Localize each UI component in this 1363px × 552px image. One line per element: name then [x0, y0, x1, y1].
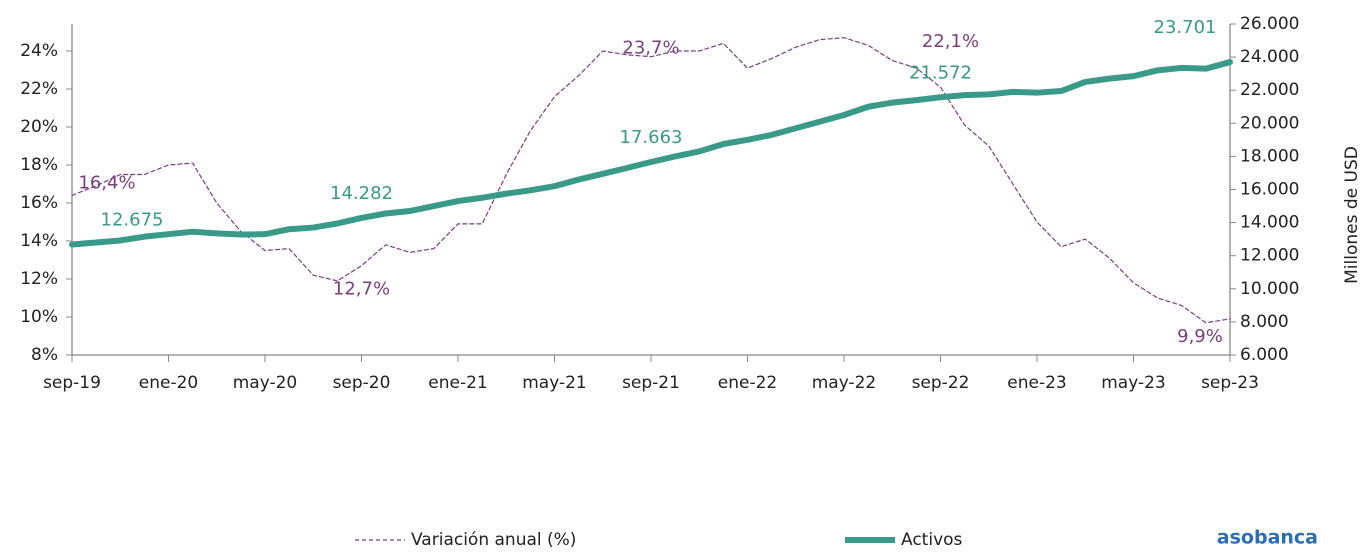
x-tick-label: ene-23 [1007, 373, 1066, 393]
data-label: 23.701 [1154, 17, 1217, 38]
y2-tick-label: 10.000 [1240, 279, 1299, 299]
y-tick-label: 18% [20, 155, 58, 175]
data-label: 16,4% [78, 172, 135, 193]
legend-label: Variación anual (%) [411, 530, 576, 550]
y-tick-label: 20% [20, 117, 58, 137]
x-tick-label: sep-23 [1201, 373, 1259, 393]
data-label: 12.675 [101, 210, 164, 231]
y-tick-label: 8% [31, 345, 58, 365]
y-tick-label: 22% [20, 79, 58, 99]
y2-tick-label: 24.000 [1240, 47, 1299, 67]
y2-tick-label: 20.000 [1240, 113, 1299, 133]
x-tick-label: ene-21 [428, 373, 487, 393]
x-tick-label: sep-22 [912, 373, 970, 393]
x-tick-label: ene-22 [718, 373, 777, 393]
y2-axis-title: Millones de USD [1342, 146, 1362, 284]
y2-tick-label: 14.000 [1240, 213, 1299, 233]
x-tick-label: sep-20 [333, 373, 391, 393]
y2-tick-label: 26.000 [1240, 14, 1299, 34]
logo: asobanca [1217, 527, 1318, 549]
x-tick-label: sep-19 [43, 373, 101, 393]
y-tick-label: 24% [20, 41, 58, 61]
y-tick-label: 16% [20, 193, 58, 213]
y-tick-label: 14% [20, 231, 58, 251]
y2-tick-label: 22.000 [1240, 80, 1299, 100]
data-label: 12,7% [333, 279, 390, 300]
data-label: 23,7% [622, 38, 679, 59]
data-label: 9,9% [1177, 326, 1223, 347]
x-tick-label: sep-21 [622, 373, 680, 393]
x-tick-label: may-20 [233, 373, 298, 393]
x-tick-label: may-21 [522, 373, 587, 393]
y2-tick-label: 6.000 [1240, 345, 1289, 365]
data-label: 21.572 [909, 62, 972, 83]
legend-label: Activos [901, 530, 963, 550]
x-tick-label: may-23 [1101, 373, 1166, 393]
data-label: 17.663 [620, 127, 683, 148]
x-tick-label: ene-20 [139, 373, 198, 393]
data-label: 22,1% [922, 31, 979, 52]
y-tick-label: 10% [20, 307, 58, 327]
y-tick-label: 12% [20, 269, 58, 289]
y2-tick-label: 18.000 [1240, 146, 1299, 166]
series-line [71, 37, 1231, 324]
data-label: 14.282 [330, 183, 393, 204]
series-line [69, 59, 1233, 248]
y2-tick-label: 16.000 [1240, 180, 1299, 200]
y2-tick-label: 12.000 [1240, 246, 1299, 266]
y2-tick-label: 8.000 [1240, 312, 1289, 332]
x-tick-label: may-22 [812, 373, 877, 393]
